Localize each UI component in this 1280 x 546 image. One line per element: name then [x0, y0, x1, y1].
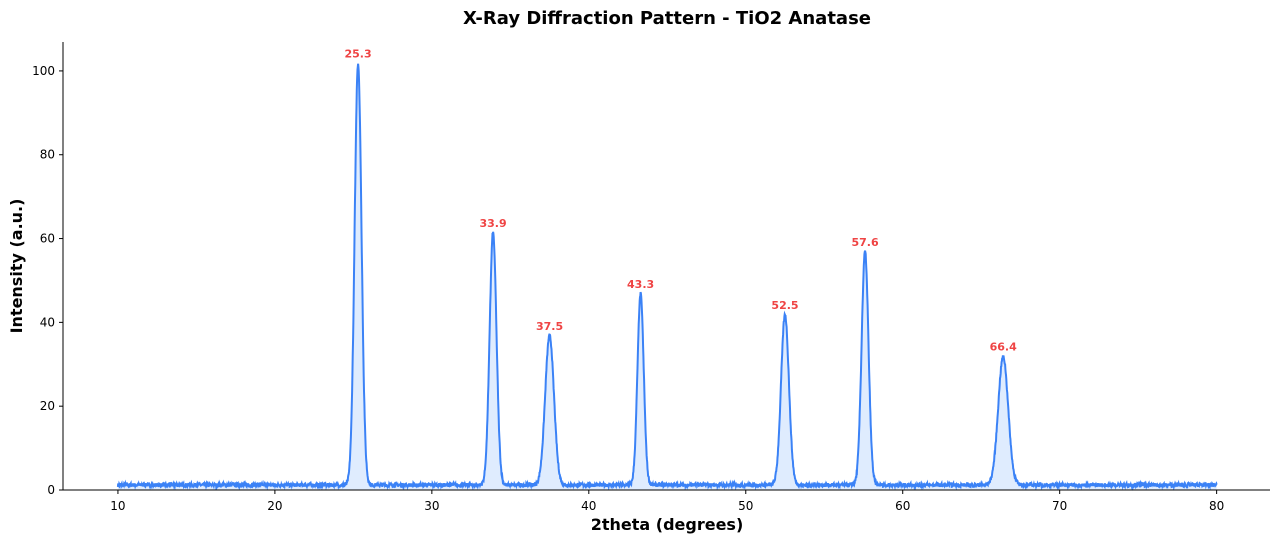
peak-label: 43.3	[627, 278, 654, 291]
x-axis-label: 2theta (degrees)	[591, 515, 744, 534]
y-tick-label: 0	[47, 483, 55, 497]
peak-label: 33.9	[479, 217, 506, 230]
y-axis-label: Intensity (a.u.)	[7, 199, 26, 334]
x-tick-label: 70	[1052, 499, 1067, 513]
x-tick-label: 30	[424, 499, 439, 513]
x-tick-label: 20	[267, 499, 282, 513]
x-tick-label: 40	[581, 499, 596, 513]
x-tick-label: 10	[110, 499, 125, 513]
peak-label: 57.6	[851, 236, 878, 249]
y-tick-label: 100	[32, 64, 55, 78]
chart-title: X-Ray Diffraction Pattern - TiO2 Anatase	[463, 8, 871, 29]
y-tick-label: 60	[40, 232, 55, 246]
peak-label: 52.5	[771, 299, 798, 312]
y-tick-label: 80	[40, 148, 55, 162]
axes: 10 20 30 40 50 60 70 80 0 20 40 60 80 100	[32, 42, 1270, 513]
x-tick-label: 50	[738, 499, 753, 513]
x-tick-label: 60	[895, 499, 910, 513]
y-tick-label: 20	[40, 399, 55, 413]
plot-area: 25.3 33.9 37.5 43.3 52.5 57.6 66.4	[116, 47, 1218, 491]
y-tick-label: 40	[40, 315, 55, 329]
x-tick-label: 80	[1209, 499, 1224, 513]
peak-label: 25.3	[345, 47, 372, 60]
xrd-fill-area	[117, 63, 1217, 490]
xrd-series-line	[116, 63, 1218, 491]
peak-label: 37.5	[536, 320, 563, 333]
peak-label: 66.4	[990, 341, 1017, 354]
